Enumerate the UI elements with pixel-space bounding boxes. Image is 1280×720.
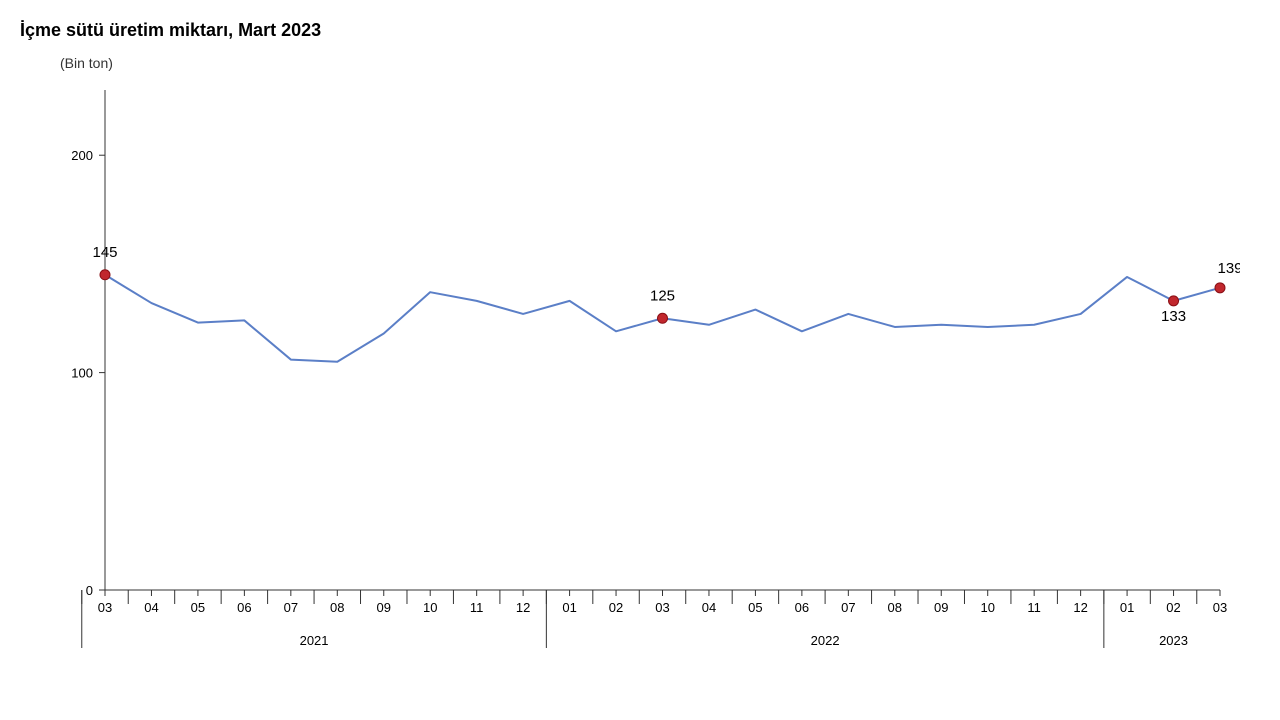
x-tick-label: 07 [284,600,298,615]
data-value-label: 139 [1217,260,1240,277]
data-value-label: 133 [1161,308,1186,325]
x-tick-label: 02 [609,600,623,615]
year-label: 2022 [811,633,840,648]
x-tick-label: 10 [980,600,994,615]
x-tick-label: 03 [1213,600,1227,615]
x-tick-label: 12 [516,600,530,615]
data-marker [658,313,668,323]
y-axis-unit-label: (Bin ton) [60,55,113,71]
data-marker [1215,283,1225,293]
x-tick-label: 03 [655,600,669,615]
x-tick-label: 10 [423,600,437,615]
year-label: 2021 [300,633,329,648]
data-marker [100,270,110,280]
x-tick-label: 09 [934,600,948,615]
y-tick-label: 0 [86,583,93,598]
x-tick-label: 06 [795,600,809,615]
data-marker [1169,296,1179,306]
chart-plot-area: 0 100 200 03 04 05 06 07 08 09 10 11 12 01 02 03 04 05 06 0… [40,80,1240,700]
x-tick-label: 11 [470,600,484,615]
x-tick-label: 02 [1166,600,1180,615]
chart-svg: 0 100 200 03 04 05 06 07 08 09 10 11 12 01 02 03 04 05 06 0… [40,80,1240,700]
x-tick-label: 04 [144,600,158,615]
x-tick-label: 03 [98,600,112,615]
chart-title: İçme sütü üretim miktarı, Mart 2023 [20,20,321,41]
x-tick-label: 01 [1120,600,1134,615]
x-tick-label: 12 [1073,600,1087,615]
data-value-label: 145 [92,244,117,261]
x-tick-label: 09 [377,600,391,615]
x-tick-label: 11 [1027,600,1041,615]
year-label: 2023 [1159,633,1188,648]
x-tick-label: 07 [841,600,855,615]
x-tick-label: 05 [191,600,205,615]
x-tick-label: 04 [702,600,716,615]
x-tick-label: 01 [562,600,576,615]
data-value-label: 125 [650,287,675,304]
x-tick-label: 08 [330,600,344,615]
x-tick-label: 06 [237,600,251,615]
chart-container: İçme sütü üretim miktarı, Mart 2023 (Bin… [0,0,1280,720]
x-tick-label: 05 [748,600,762,615]
x-tick-label: 08 [888,600,902,615]
y-tick-label: 200 [71,148,93,163]
y-tick-label: 100 [71,366,93,381]
